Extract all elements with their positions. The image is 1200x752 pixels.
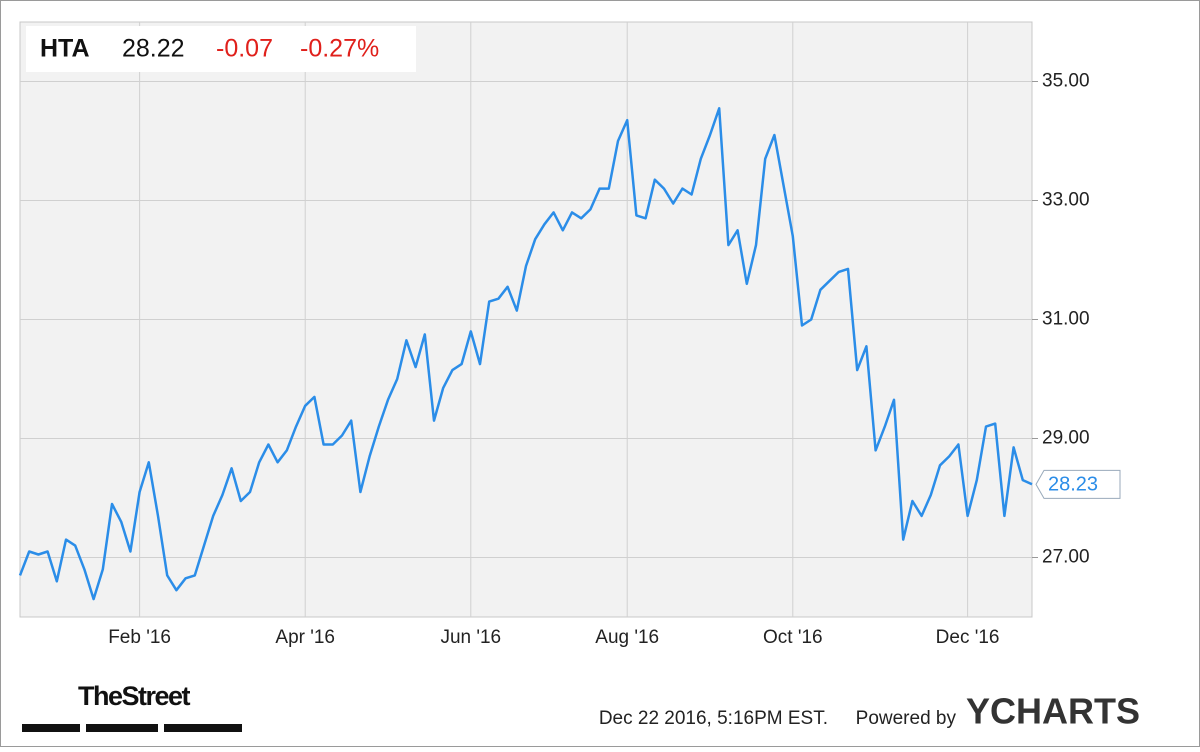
- timestamp: Dec 22 2016, 5:16PM EST.: [599, 708, 828, 729]
- logo-bar: [86, 724, 158, 732]
- x-tick-label: Oct '16: [763, 627, 823, 648]
- y-tick-label: 33.00: [1042, 190, 1090, 211]
- change: -0.07: [216, 35, 273, 63]
- grid: [20, 22, 1032, 617]
- last-value-box: [1035, 469, 1121, 499]
- y-tick-label: 27.00: [1042, 547, 1090, 568]
- brand: YCHARTS: [966, 691, 1140, 732]
- x-tick-label: Feb '16: [108, 627, 171, 648]
- x-tick-label: Apr '16: [275, 627, 335, 648]
- change-pct: -0.27%: [300, 35, 379, 63]
- x-tick-label: Aug '16: [595, 627, 659, 648]
- price: 28.22: [122, 35, 185, 63]
- y-tick-label: 31.00: [1042, 309, 1090, 330]
- ticker: HTA: [40, 35, 90, 63]
- x-tick-label: Dec '16: [936, 627, 1000, 648]
- publisher: TheStreet: [78, 681, 191, 711]
- logo-bar: [22, 724, 80, 732]
- y-tick-label: 35.00: [1042, 71, 1090, 92]
- logo-bar: [164, 724, 242, 732]
- price-line: [18, 107, 1033, 601]
- x-tick-label: Jun '16: [440, 627, 501, 648]
- powered-by: Powered by: [856, 708, 957, 729]
- last-value-label: 28.23: [1048, 474, 1098, 496]
- quote-box: [26, 26, 416, 72]
- y-tick-label: 29.00: [1042, 428, 1090, 449]
